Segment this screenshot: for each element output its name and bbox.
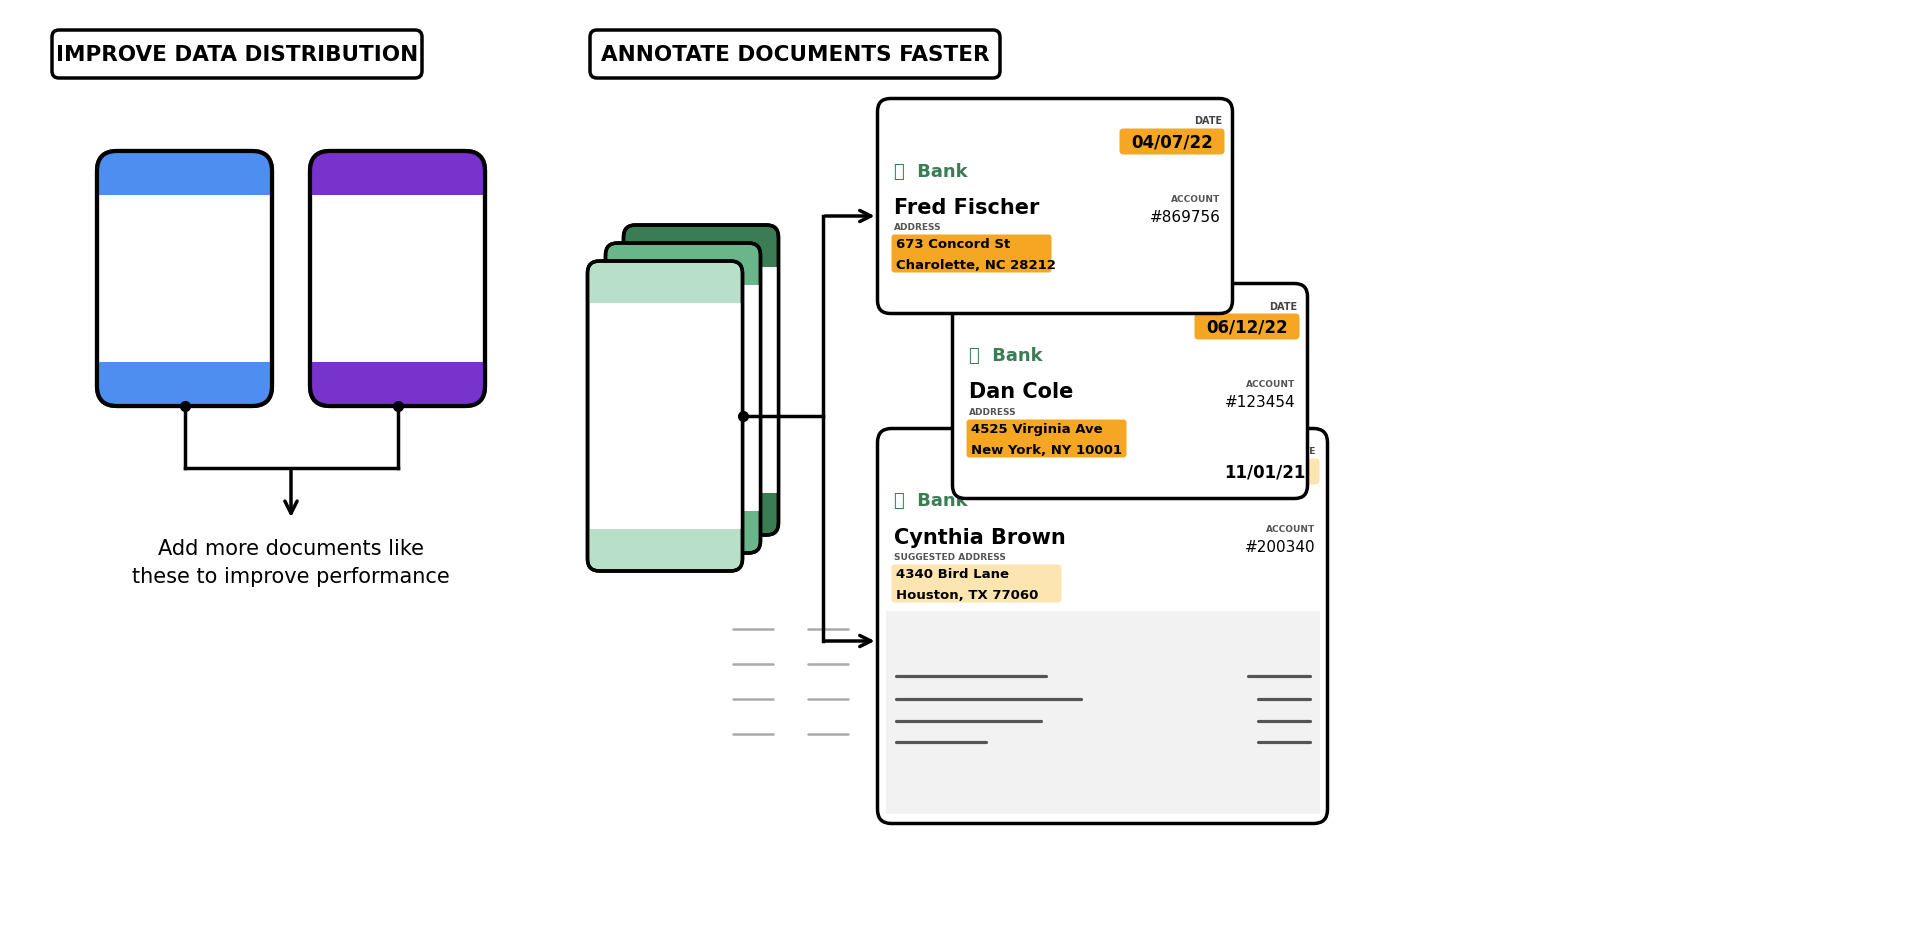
FancyBboxPatch shape bbox=[98, 152, 273, 406]
Text: Dan Cole: Dan Cole bbox=[968, 382, 1073, 402]
FancyBboxPatch shape bbox=[309, 152, 486, 196]
Text: Fred Fischer: Fred Fischer bbox=[893, 197, 1039, 217]
Text: DATE: DATE bbox=[1269, 301, 1298, 311]
Bar bbox=[885, 611, 1319, 813]
Text: DATE: DATE bbox=[1194, 116, 1223, 126]
FancyBboxPatch shape bbox=[98, 152, 273, 196]
Bar bbox=[607, 285, 758, 511]
Text: 🏛  Bank: 🏛 Bank bbox=[893, 162, 968, 181]
FancyBboxPatch shape bbox=[309, 152, 486, 406]
Bar bbox=[626, 268, 776, 493]
Text: 🏛  Bank: 🏛 Bank bbox=[893, 492, 968, 510]
FancyBboxPatch shape bbox=[1194, 314, 1300, 340]
Bar bbox=[98, 174, 273, 196]
Text: 04/07/22: 04/07/22 bbox=[1131, 133, 1213, 152]
FancyBboxPatch shape bbox=[1210, 459, 1319, 485]
Text: Houston, TX 77060: Houston, TX 77060 bbox=[895, 589, 1039, 601]
Text: 06/12/22: 06/12/22 bbox=[1206, 318, 1288, 336]
Text: IMPROVE DATA DISTRIBUTION: IMPROVE DATA DISTRIBUTION bbox=[56, 45, 419, 65]
Text: SUGGESTED ADDRESS: SUGGESTED ADDRESS bbox=[893, 552, 1006, 562]
Text: #200340: #200340 bbox=[1244, 539, 1315, 554]
FancyBboxPatch shape bbox=[624, 226, 778, 535]
Bar bbox=[98, 362, 273, 385]
FancyBboxPatch shape bbox=[605, 243, 760, 553]
Text: 11/01/21: 11/01/21 bbox=[1223, 463, 1306, 481]
Text: #869756: #869756 bbox=[1150, 210, 1221, 225]
Bar bbox=[309, 174, 486, 196]
Text: ADDRESS: ADDRESS bbox=[968, 407, 1016, 417]
Text: Charolette, NC 28212: Charolette, NC 28212 bbox=[895, 258, 1056, 271]
Text: 🏛  Bank: 🏛 Bank bbox=[968, 347, 1043, 365]
Text: SUGGESTED DATE: SUGGESTED DATE bbox=[1225, 446, 1315, 456]
FancyBboxPatch shape bbox=[877, 99, 1233, 314]
Text: 4525 Virginia Ave: 4525 Virginia Ave bbox=[970, 422, 1102, 435]
FancyBboxPatch shape bbox=[1119, 129, 1225, 155]
Text: ACCOUNT: ACCOUNT bbox=[1246, 380, 1296, 388]
Text: Cynthia Brown: Cynthia Brown bbox=[893, 527, 1066, 547]
Text: ACCOUNT: ACCOUNT bbox=[1267, 524, 1315, 534]
FancyBboxPatch shape bbox=[966, 420, 1127, 458]
FancyBboxPatch shape bbox=[891, 235, 1052, 273]
Text: ADDRESS: ADDRESS bbox=[893, 223, 941, 232]
Text: #123454: #123454 bbox=[1225, 395, 1296, 410]
FancyBboxPatch shape bbox=[952, 285, 1308, 499]
Text: ACCOUNT: ACCOUNT bbox=[1171, 195, 1221, 204]
Text: 673 Concord St: 673 Concord St bbox=[895, 238, 1010, 251]
Bar bbox=[309, 362, 486, 385]
FancyBboxPatch shape bbox=[588, 262, 743, 571]
Text: New York, NY 10001: New York, NY 10001 bbox=[970, 444, 1121, 457]
FancyBboxPatch shape bbox=[877, 429, 1327, 824]
Text: ANNOTATE DOCUMENTS FASTER: ANNOTATE DOCUMENTS FASTER bbox=[601, 45, 989, 65]
FancyBboxPatch shape bbox=[891, 565, 1062, 603]
Bar bbox=[589, 303, 741, 530]
FancyBboxPatch shape bbox=[52, 31, 422, 79]
FancyBboxPatch shape bbox=[589, 31, 1000, 79]
Text: Add more documents like
these to improve performance: Add more documents like these to improve… bbox=[132, 538, 449, 586]
FancyBboxPatch shape bbox=[309, 362, 486, 406]
Text: 4340 Bird Lane: 4340 Bird Lane bbox=[895, 567, 1008, 580]
FancyBboxPatch shape bbox=[98, 362, 273, 406]
